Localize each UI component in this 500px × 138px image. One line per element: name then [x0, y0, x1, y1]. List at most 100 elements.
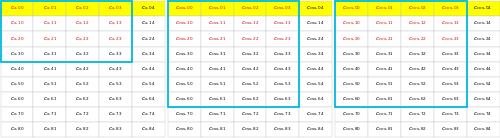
Bar	[168, 77, 200, 92]
Bar	[466, 31, 500, 47]
Text: $c_{x,01}$: $c_{x,01}$	[42, 5, 57, 12]
Text: $c_{x,40}$: $c_{x,40}$	[10, 66, 24, 73]
Text: $c_{css,11}$: $c_{css,11}$	[208, 20, 227, 27]
Text: $c_{css,74}$: $c_{css,74}$	[306, 111, 325, 118]
Text: $c_{css,34}$: $c_{css,34}$	[306, 51, 325, 58]
Bar	[0, 31, 34, 47]
Bar	[234, 62, 266, 77]
Text: $c_{css,32}$: $c_{css,32}$	[240, 51, 260, 58]
Bar	[99, 1, 132, 16]
Text: $c_{x,82}$: $c_{x,82}$	[76, 126, 90, 133]
Text: $c_{x,52}$: $c_{x,52}$	[76, 81, 90, 88]
Text: $c_{css,40}$: $c_{css,40}$	[175, 66, 194, 73]
Bar	[34, 107, 66, 122]
Bar	[0, 47, 34, 62]
Text: $c_{cos,63}$: $c_{cos,63}$	[440, 96, 460, 103]
Text: $c_{x,24}$: $c_{x,24}$	[141, 35, 156, 43]
Text: $c_{css,54}$: $c_{css,54}$	[306, 81, 325, 88]
Bar	[0, 62, 34, 77]
Text: $c_{cos,30}$: $c_{cos,30}$	[342, 51, 361, 58]
Bar	[335, 16, 368, 31]
Bar	[234, 31, 266, 47]
Bar	[200, 107, 234, 122]
Text: $c_{css,44}$: $c_{css,44}$	[306, 66, 325, 73]
Text: $c_{css,51}$: $c_{css,51}$	[208, 81, 227, 88]
Bar	[466, 122, 500, 137]
Bar	[99, 31, 132, 47]
Bar	[0, 1, 132, 62]
Bar	[401, 107, 434, 122]
Bar	[200, 122, 234, 137]
Bar	[99, 77, 132, 92]
Text: $c_{x,03}$: $c_{x,03}$	[108, 5, 123, 12]
Text: $c_{cos,80}$: $c_{cos,80}$	[342, 126, 361, 133]
Text: $c_{cos,71}$: $c_{cos,71}$	[375, 111, 394, 118]
Bar	[368, 31, 401, 47]
Text: $c_{css,41}$: $c_{css,41}$	[208, 66, 227, 73]
Bar	[66, 62, 99, 77]
Text: $c_{css,01}$: $c_{css,01}$	[208, 5, 227, 12]
Bar	[99, 107, 132, 122]
Bar	[34, 62, 66, 77]
Bar	[0, 107, 34, 122]
Text: $c_{cos,22}$: $c_{cos,22}$	[408, 35, 427, 43]
Bar	[200, 77, 234, 92]
Text: $c_{x,00}$: $c_{x,00}$	[10, 5, 24, 12]
Bar	[401, 122, 434, 137]
Text: $c_{x,04}$: $c_{x,04}$	[141, 5, 156, 12]
Text: $c_{x,53}$: $c_{x,53}$	[108, 81, 123, 88]
Bar	[66, 47, 99, 62]
Text: $c_{cos,24}$: $c_{cos,24}$	[474, 35, 492, 43]
Bar	[132, 1, 165, 16]
Text: $c_{css,73}$: $c_{css,73}$	[274, 111, 292, 118]
Bar	[66, 107, 99, 122]
Bar	[368, 16, 401, 31]
Text: $c_{x,60}$: $c_{x,60}$	[10, 96, 24, 103]
Text: $c_{cos,74}$: $c_{cos,74}$	[474, 111, 492, 118]
Bar	[434, 122, 466, 137]
Bar	[466, 107, 500, 122]
Bar	[132, 122, 165, 137]
Bar	[300, 92, 332, 107]
Bar	[99, 47, 132, 62]
Bar	[266, 62, 300, 77]
Bar	[34, 122, 66, 137]
Bar	[34, 92, 66, 107]
Text: $c_{cos,34}$: $c_{cos,34}$	[474, 51, 492, 58]
Bar	[34, 16, 66, 31]
Text: $c_{cos,62}$: $c_{cos,62}$	[408, 96, 427, 103]
Bar	[368, 122, 401, 137]
Text: $c_{x,34}$: $c_{x,34}$	[141, 51, 156, 58]
Bar	[368, 47, 401, 62]
Bar	[300, 62, 332, 77]
Text: $c_{x,44}$: $c_{x,44}$	[141, 66, 156, 73]
Text: $c_{cos,00}$: $c_{cos,00}$	[342, 5, 361, 12]
Text: $c_{css,53}$: $c_{css,53}$	[274, 81, 292, 88]
Bar	[401, 77, 434, 92]
Bar	[266, 1, 300, 16]
Bar	[466, 47, 500, 62]
Bar	[132, 77, 165, 92]
Bar	[434, 31, 466, 47]
Text: $c_{css,42}$: $c_{css,42}$	[240, 66, 260, 73]
Text: $c_{css,43}$: $c_{css,43}$	[274, 66, 292, 73]
Bar	[168, 16, 200, 31]
Bar	[0, 77, 34, 92]
Text: $c_{css,10}$: $c_{css,10}$	[175, 20, 194, 27]
Text: $c_{x,62}$: $c_{x,62}$	[76, 96, 90, 103]
Text: $c_{css,70}$: $c_{css,70}$	[175, 111, 194, 118]
Bar	[132, 107, 165, 122]
Text: $c_{css,13}$: $c_{css,13}$	[274, 20, 292, 27]
Text: $c_{x,83}$: $c_{x,83}$	[108, 126, 123, 133]
Text: $c_{css,24}$: $c_{css,24}$	[306, 35, 325, 43]
Text: $c_{cos,82}$: $c_{cos,82}$	[408, 126, 427, 133]
Bar	[234, 92, 266, 107]
Bar	[434, 1, 466, 16]
Bar	[368, 92, 401, 107]
Text: $c_{cos,60}$: $c_{cos,60}$	[342, 96, 361, 103]
Text: $c_{css,21}$: $c_{css,21}$	[208, 35, 227, 43]
Text: $c_{cos,52}$: $c_{cos,52}$	[408, 81, 427, 88]
Text: $c_{css,03}$: $c_{css,03}$	[274, 5, 292, 12]
Bar	[466, 16, 500, 31]
Bar	[466, 92, 500, 107]
